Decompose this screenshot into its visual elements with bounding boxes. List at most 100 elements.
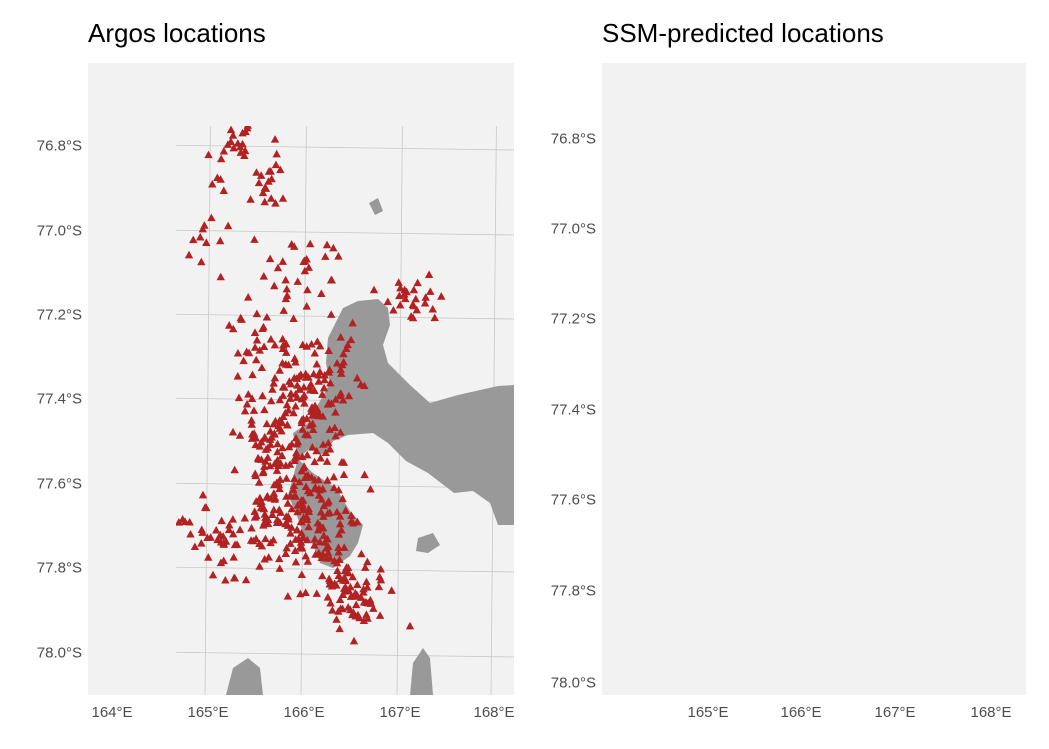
location-marker bbox=[282, 474, 291, 482]
location-marker bbox=[361, 563, 370, 571]
location-marker bbox=[291, 557, 301, 566]
location-marker bbox=[254, 478, 264, 486]
location-marker bbox=[275, 424, 284, 432]
location-marker bbox=[228, 131, 238, 139]
location-marker bbox=[281, 275, 290, 284]
location-marker bbox=[308, 443, 317, 451]
location-marker bbox=[332, 358, 342, 367]
location-marker bbox=[247, 394, 257, 402]
location-marker bbox=[307, 339, 316, 348]
location-marker bbox=[336, 389, 345, 397]
location-marker bbox=[258, 468, 268, 477]
location-marker bbox=[303, 285, 312, 294]
location-marker bbox=[271, 160, 281, 169]
location-marker bbox=[341, 583, 350, 591]
location-marker bbox=[275, 564, 284, 572]
location-marker bbox=[343, 340, 352, 349]
location-marker bbox=[247, 434, 257, 442]
location-marker bbox=[232, 540, 242, 548]
location-marker bbox=[221, 575, 230, 584]
location-marker bbox=[387, 586, 396, 594]
location-marker bbox=[353, 580, 362, 589]
location-marker bbox=[251, 471, 260, 480]
location-marker bbox=[335, 519, 345, 528]
location-marker bbox=[292, 448, 301, 457]
location-marker bbox=[258, 391, 267, 400]
location-marker bbox=[223, 221, 233, 230]
location-marker bbox=[278, 334, 287, 343]
location-marker bbox=[269, 505, 279, 514]
location-marker bbox=[331, 431, 340, 440]
location-marker bbox=[369, 285, 379, 294]
land-polygon bbox=[226, 658, 263, 695]
location-marker bbox=[291, 401, 300, 410]
location-marker bbox=[236, 313, 245, 322]
location-marker bbox=[283, 592, 293, 600]
location-marker bbox=[286, 394, 295, 402]
location-marker bbox=[318, 390, 327, 398]
location-marker bbox=[273, 439, 282, 448]
y-tick-label: 78.0°S bbox=[550, 674, 596, 692]
location-marker bbox=[265, 254, 275, 263]
map-panel-ssm bbox=[602, 63, 1026, 695]
location-marker bbox=[334, 485, 343, 494]
location-marker bbox=[357, 549, 366, 558]
location-marker bbox=[229, 553, 238, 561]
location-marker bbox=[265, 461, 275, 470]
location-marker bbox=[260, 510, 270, 518]
location-marker bbox=[266, 335, 276, 343]
location-marker bbox=[309, 425, 318, 434]
location-marker bbox=[239, 356, 248, 365]
location-marker bbox=[356, 593, 366, 601]
location-marker bbox=[428, 304, 437, 313]
location-marker bbox=[244, 348, 254, 357]
location-marker bbox=[339, 458, 349, 466]
location-marker bbox=[282, 400, 292, 409]
location-marker bbox=[289, 481, 299, 490]
location-marker bbox=[277, 418, 287, 427]
location-marker bbox=[270, 135, 280, 143]
location-marker bbox=[295, 477, 304, 486]
location-marker bbox=[318, 549, 327, 558]
location-marker bbox=[283, 499, 292, 507]
location-marker bbox=[202, 503, 211, 512]
location-marker bbox=[325, 444, 335, 453]
location-marker bbox=[324, 346, 333, 355]
location-marker bbox=[178, 514, 187, 523]
location-marker bbox=[335, 555, 344, 564]
location-marker bbox=[328, 606, 337, 614]
location-marker bbox=[263, 519, 273, 528]
location-marker bbox=[363, 557, 372, 566]
location-marker bbox=[190, 542, 200, 551]
location-marker bbox=[313, 337, 322, 345]
location-marker bbox=[334, 252, 343, 260]
location-marker bbox=[287, 504, 297, 513]
location-marker bbox=[307, 403, 317, 411]
location-marker bbox=[284, 512, 293, 520]
location-marker bbox=[305, 381, 314, 390]
y-tick-label: 77.4°S bbox=[36, 390, 82, 408]
location-marker bbox=[352, 600, 361, 609]
location-marker bbox=[325, 508, 335, 517]
location-marker bbox=[322, 554, 331, 562]
location-marker bbox=[229, 143, 238, 152]
location-marker bbox=[340, 543, 349, 551]
location-marker bbox=[228, 529, 238, 538]
location-marker bbox=[308, 411, 317, 419]
location-marker bbox=[291, 357, 300, 366]
location-marker bbox=[255, 562, 264, 570]
location-marker bbox=[259, 504, 268, 513]
location-marker bbox=[285, 460, 295, 468]
location-marker bbox=[229, 573, 239, 582]
location-marker bbox=[337, 369, 346, 377]
location-marker bbox=[317, 289, 326, 297]
location-marker bbox=[240, 406, 250, 415]
location-marker bbox=[319, 531, 329, 539]
location-marker bbox=[318, 440, 328, 448]
location-marker bbox=[269, 419, 278, 428]
location-marker bbox=[261, 184, 271, 192]
location-marker bbox=[412, 305, 422, 314]
location-marker bbox=[430, 313, 439, 322]
location-marker bbox=[375, 611, 385, 619]
y-tick-label: 77.8°S bbox=[36, 559, 82, 577]
